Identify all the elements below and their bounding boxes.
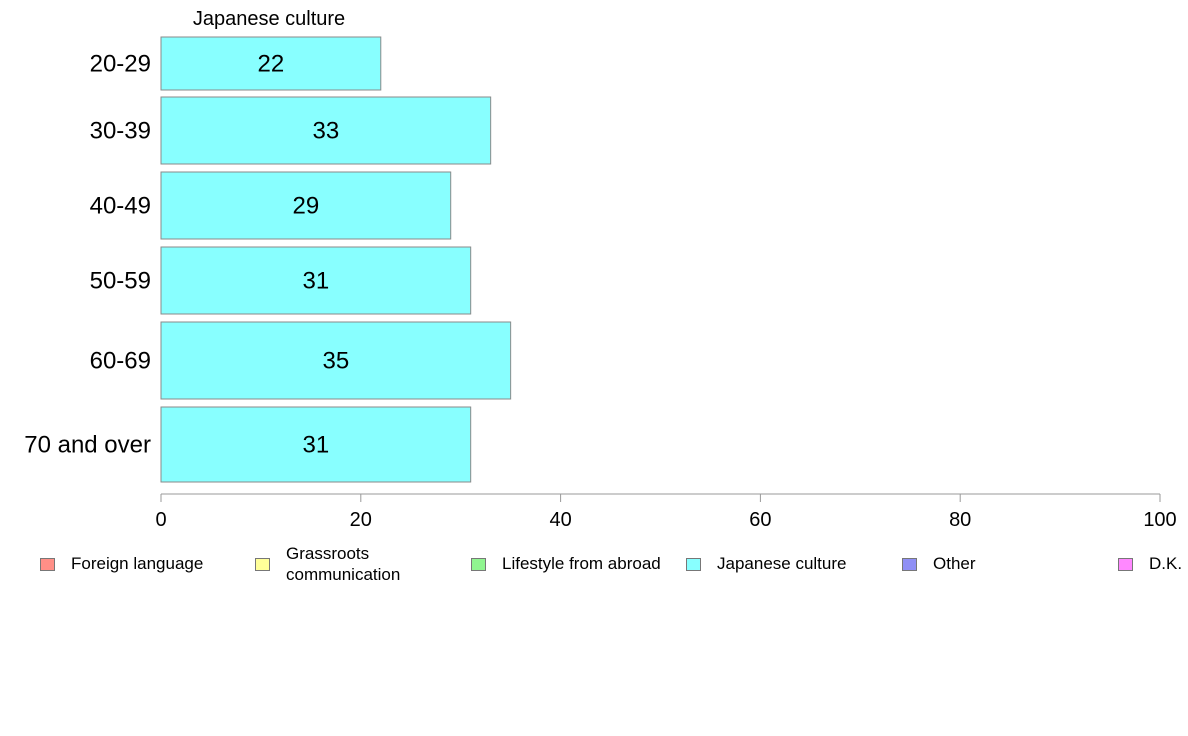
bar-30-39: [160, 96, 492, 165]
legend-item-japanese-culture: Japanese culture: [686, 544, 846, 574]
category-label: 40-49: [90, 193, 151, 220]
category-label: 30-39: [90, 118, 151, 145]
bar-60-69: [160, 321, 512, 400]
category-label: 70 and over: [24, 432, 151, 459]
series-title: Japanese culture: [193, 8, 345, 30]
legend-item-dk: D.K.: [1118, 544, 1182, 574]
bar-50-59: [160, 246, 472, 315]
x-tick-label: 100: [1143, 509, 1176, 531]
legend-label: Lifestyle from abroad: [502, 554, 661, 573]
legend-item-foreign-language: Foreign language: [40, 544, 203, 574]
legend-label: Japanese culture: [717, 554, 847, 573]
bar-value-label: 22: [258, 51, 285, 78]
category-label: 50-59: [90, 268, 151, 295]
legend-label: D.K.: [1149, 554, 1183, 573]
legend-item-other: Other: [902, 544, 976, 574]
bar-value-label: 35: [322, 348, 349, 375]
bar-chart: Japanese culture 22 20-29 33 30-39 29 40-49 31…: [24, 8, 1177, 531]
x-tick-label: 60: [749, 509, 771, 531]
legend: Foreign language Grassroots communicatio…: [0, 540, 1188, 590]
legend-label: Foreign language: [71, 554, 204, 573]
x-tick-label: 0: [155, 509, 166, 531]
legend-item-grassroots-communication: Grassroots communication: [255, 540, 400, 585]
x-tick-label: 80: [949, 509, 971, 531]
bar-value-label: 29: [293, 193, 320, 220]
x-tick-label: 40: [549, 509, 571, 531]
legend-swatch: [255, 558, 270, 571]
bars-layer: 22 20-29 33 30-39 29 40-49 31 50-59 35 60-69 31 70 …: [24, 36, 512, 483]
bar-40-49: [160, 171, 452, 240]
legend-label: Grassroots communication: [286, 544, 401, 584]
x-tick-label: 20: [350, 509, 372, 531]
legend-label: Other: [933, 554, 976, 573]
legend-swatch: [40, 558, 55, 571]
legend-item-lifestyle-from-abroad: Lifestyle from abroad: [471, 544, 661, 574]
legend-swatch: [902, 558, 917, 571]
legend-swatch: [686, 558, 701, 571]
category-label: 20-29: [90, 51, 151, 78]
legend-swatch: [471, 558, 486, 571]
bar-value-label: 31: [302, 268, 329, 295]
bar-value-label: 33: [312, 118, 339, 145]
bar-70-and-over: [160, 406, 472, 483]
bar-value-label: 31: [302, 432, 329, 459]
x-axis: 0 20 40 60 80 100: [155, 493, 1177, 531]
legend-swatch: [1118, 558, 1133, 571]
category-label: 60-69: [90, 348, 151, 375]
bar-20-29: [160, 36, 382, 91]
